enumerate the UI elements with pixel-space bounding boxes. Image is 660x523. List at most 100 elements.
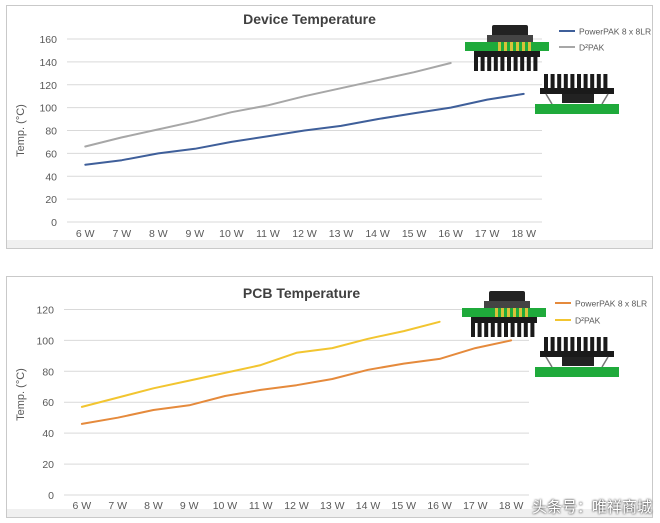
heatsink-fin: [500, 57, 505, 71]
x-tick-label: 8 W: [144, 500, 163, 512]
x-tick-label: 7 W: [108, 500, 127, 512]
heatsink-fin: [603, 337, 608, 351]
heatsink-fin: [563, 337, 568, 351]
heatsink-clip: [601, 356, 609, 368]
heatsink-clip: [545, 356, 553, 368]
x-tick-label: 18 W: [499, 500, 524, 512]
legend-label: D²PAK: [579, 43, 605, 53]
device-body: [562, 357, 594, 366]
x-tick-label: 7 W: [112, 228, 131, 240]
x-tick-label: 17 W: [475, 228, 500, 240]
pcb-temperature-chart: 0 20 40 60 80 100 120 6 W 7 W 8 W 9 W 10 W 11 W 12 W 1…: [6, 276, 653, 518]
heatsink-fin: [517, 323, 522, 337]
legend-label: D²PAK: [575, 316, 601, 326]
pcb-temperature-svg: 0 20 40 60 80 100 120 6 W 7 W 8 W 9 W 10 W 11 W 12 W 1…: [7, 285, 652, 517]
y-tick-label: 120: [36, 304, 54, 316]
heatsink-fin: [510, 323, 515, 337]
heatsink-fin: [471, 323, 475, 337]
heatsink-fin: [570, 74, 575, 88]
x-tick-label: 13 W: [320, 500, 345, 512]
package-top-illustration: [462, 291, 546, 337]
heatsink-fin: [477, 323, 482, 337]
heatsink-fin: [523, 323, 528, 337]
x-tick-label: 11 W: [256, 228, 280, 240]
package-bottom-illustration: [535, 337, 619, 377]
heatsink-fin: [513, 57, 518, 71]
package-top-illustration: [465, 25, 549, 71]
heatsink-base: [540, 351, 614, 357]
heatsink-base: [471, 317, 537, 323]
solder-pad: [507, 308, 510, 317]
heatsink-fin: [533, 57, 538, 71]
solder-pad: [513, 308, 516, 317]
solder-pad: [501, 308, 504, 317]
x-tick-label: 9 W: [186, 228, 205, 240]
y-tick-label: 100: [36, 335, 54, 347]
y-tick-label: 60: [45, 148, 57, 160]
solder-pad: [525, 308, 528, 317]
device-tab: [484, 301, 530, 308]
heatsink-fin: [583, 337, 588, 351]
heatsink-fin: [570, 337, 575, 351]
pcb-board: [535, 367, 619, 377]
heatsink-fin: [563, 74, 568, 88]
heatsink-fin: [590, 337, 595, 351]
y-axis-label: Temp. (°C): [15, 104, 27, 157]
device-temperature-chart: 0 20 40 60 80 100 120 140 160 6 W 7 W 8 W 9 W 10 W 11 …: [6, 5, 653, 249]
heatsink-fin: [504, 323, 508, 337]
panel-bottom-band: [7, 509, 652, 517]
heatsink-fin: [520, 57, 525, 71]
heatsink-fin: [474, 57, 478, 71]
x-tick-label: 14 W: [356, 500, 381, 512]
solder-pad: [510, 42, 513, 51]
series-line-1: [80, 339, 513, 425]
heatsink-fin: [530, 323, 535, 337]
heatsink-fin: [544, 74, 548, 88]
heatsink-fin: [507, 57, 511, 71]
solder-pad: [516, 42, 519, 51]
solder-pad: [522, 42, 525, 51]
y-tick-label: 0: [48, 490, 54, 502]
series-line-2: [80, 320, 441, 408]
heatsink-fin: [583, 74, 588, 88]
device-tab: [487, 35, 533, 42]
x-tick-label: 14 W: [365, 228, 390, 240]
device-body: [562, 94, 594, 103]
heatsink-fin: [490, 323, 495, 337]
heatsink-fin: [577, 74, 581, 88]
pcb-board: [535, 104, 619, 114]
y-tick-label: 160: [39, 34, 57, 46]
heatsink-fin: [493, 57, 498, 71]
x-tick-label: 10 W: [213, 500, 238, 512]
x-tick-label: 13 W: [329, 228, 354, 240]
solder-pad: [519, 308, 522, 317]
x-tick-label: 18 W: [511, 228, 536, 240]
y-tick-label: 80: [45, 126, 57, 138]
heatsink-fin: [480, 57, 485, 71]
heatsink-fin: [497, 323, 502, 337]
y-tick-label: 140: [39, 57, 57, 69]
solder-pad: [504, 42, 507, 51]
solder-pad: [498, 42, 501, 51]
heatsink-fin: [577, 337, 581, 351]
package-bottom-illustration: [535, 74, 619, 114]
heatsink-fin: [557, 337, 562, 351]
chart-title: Device Temperature: [243, 11, 376, 27]
heatsink-clip: [601, 93, 609, 105]
solder-pad: [528, 42, 531, 51]
solder-pad: [495, 308, 498, 317]
x-tick-label: 15 W: [392, 500, 417, 512]
x-tick-label: 12 W: [284, 500, 309, 512]
y-tick-label: 120: [39, 80, 57, 92]
y-tick-label: 0: [51, 217, 57, 229]
watermark-text: 头条号：唯祥商城: [531, 498, 652, 516]
heatsink-fin: [484, 323, 489, 337]
x-tick-label: 16 W: [427, 500, 452, 512]
x-tick-label: 16 W: [438, 228, 463, 240]
heatsink-base: [474, 51, 540, 57]
y-tick-label: 20: [42, 459, 54, 471]
heatsink-clip: [545, 93, 553, 105]
legend-label: PowerPAK 8 x 8LR: [579, 27, 651, 37]
heatsink-fin: [557, 74, 562, 88]
series-line-1: [84, 92, 525, 166]
